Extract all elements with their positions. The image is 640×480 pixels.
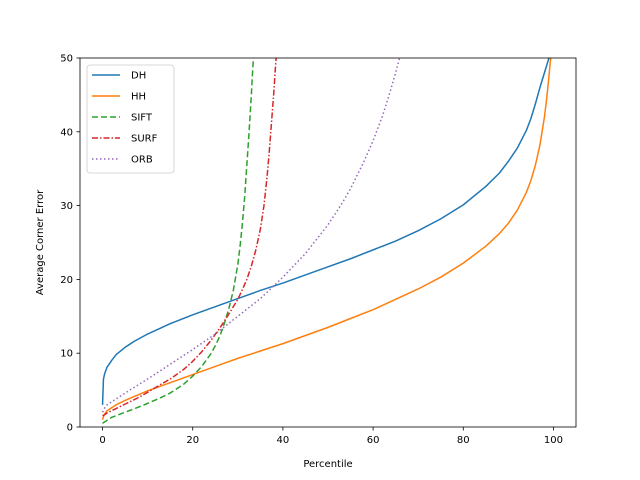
x-tick-label: 80 [457,435,470,446]
legend-label-surf: SURF [131,134,158,145]
plot-frame [79,57,577,428]
x-tick-label: 40 [277,435,290,446]
legend-label-dh: DH [131,71,146,82]
y-tick-label: 30 [60,201,73,212]
y-tick-label: 20 [60,275,73,286]
legend-label-hh: HH [131,92,146,103]
series-line-sift [102,58,255,424]
y-axis-label: Average Corner Error [35,189,46,295]
x-tick-label: 100 [544,435,563,446]
y-tick-label: 10 [60,349,73,360]
legend-box [86,64,175,174]
x-tick-label: 0 [99,435,105,446]
legend: DH HH SIFT SURF ORB [86,64,175,174]
series-layer [101,58,552,424]
legend-label-sift: SIFT [131,113,153,124]
y-axis: 0 10 20 30 40 50 [60,54,80,434]
y-tick-label: 0 [67,423,73,434]
x-tick-label: 20 [186,435,199,446]
y-tick-label: 40 [60,127,73,138]
x-tick-label: 60 [367,435,380,446]
series-line-dh [101,58,550,405]
series-line-surf [102,58,277,417]
x-axis-label: Percentile [303,459,352,470]
legend-label-orb: ORB [131,155,153,166]
x-axis: 0 20 40 60 80 100 [99,427,563,446]
y-tick-label: 50 [60,54,73,65]
